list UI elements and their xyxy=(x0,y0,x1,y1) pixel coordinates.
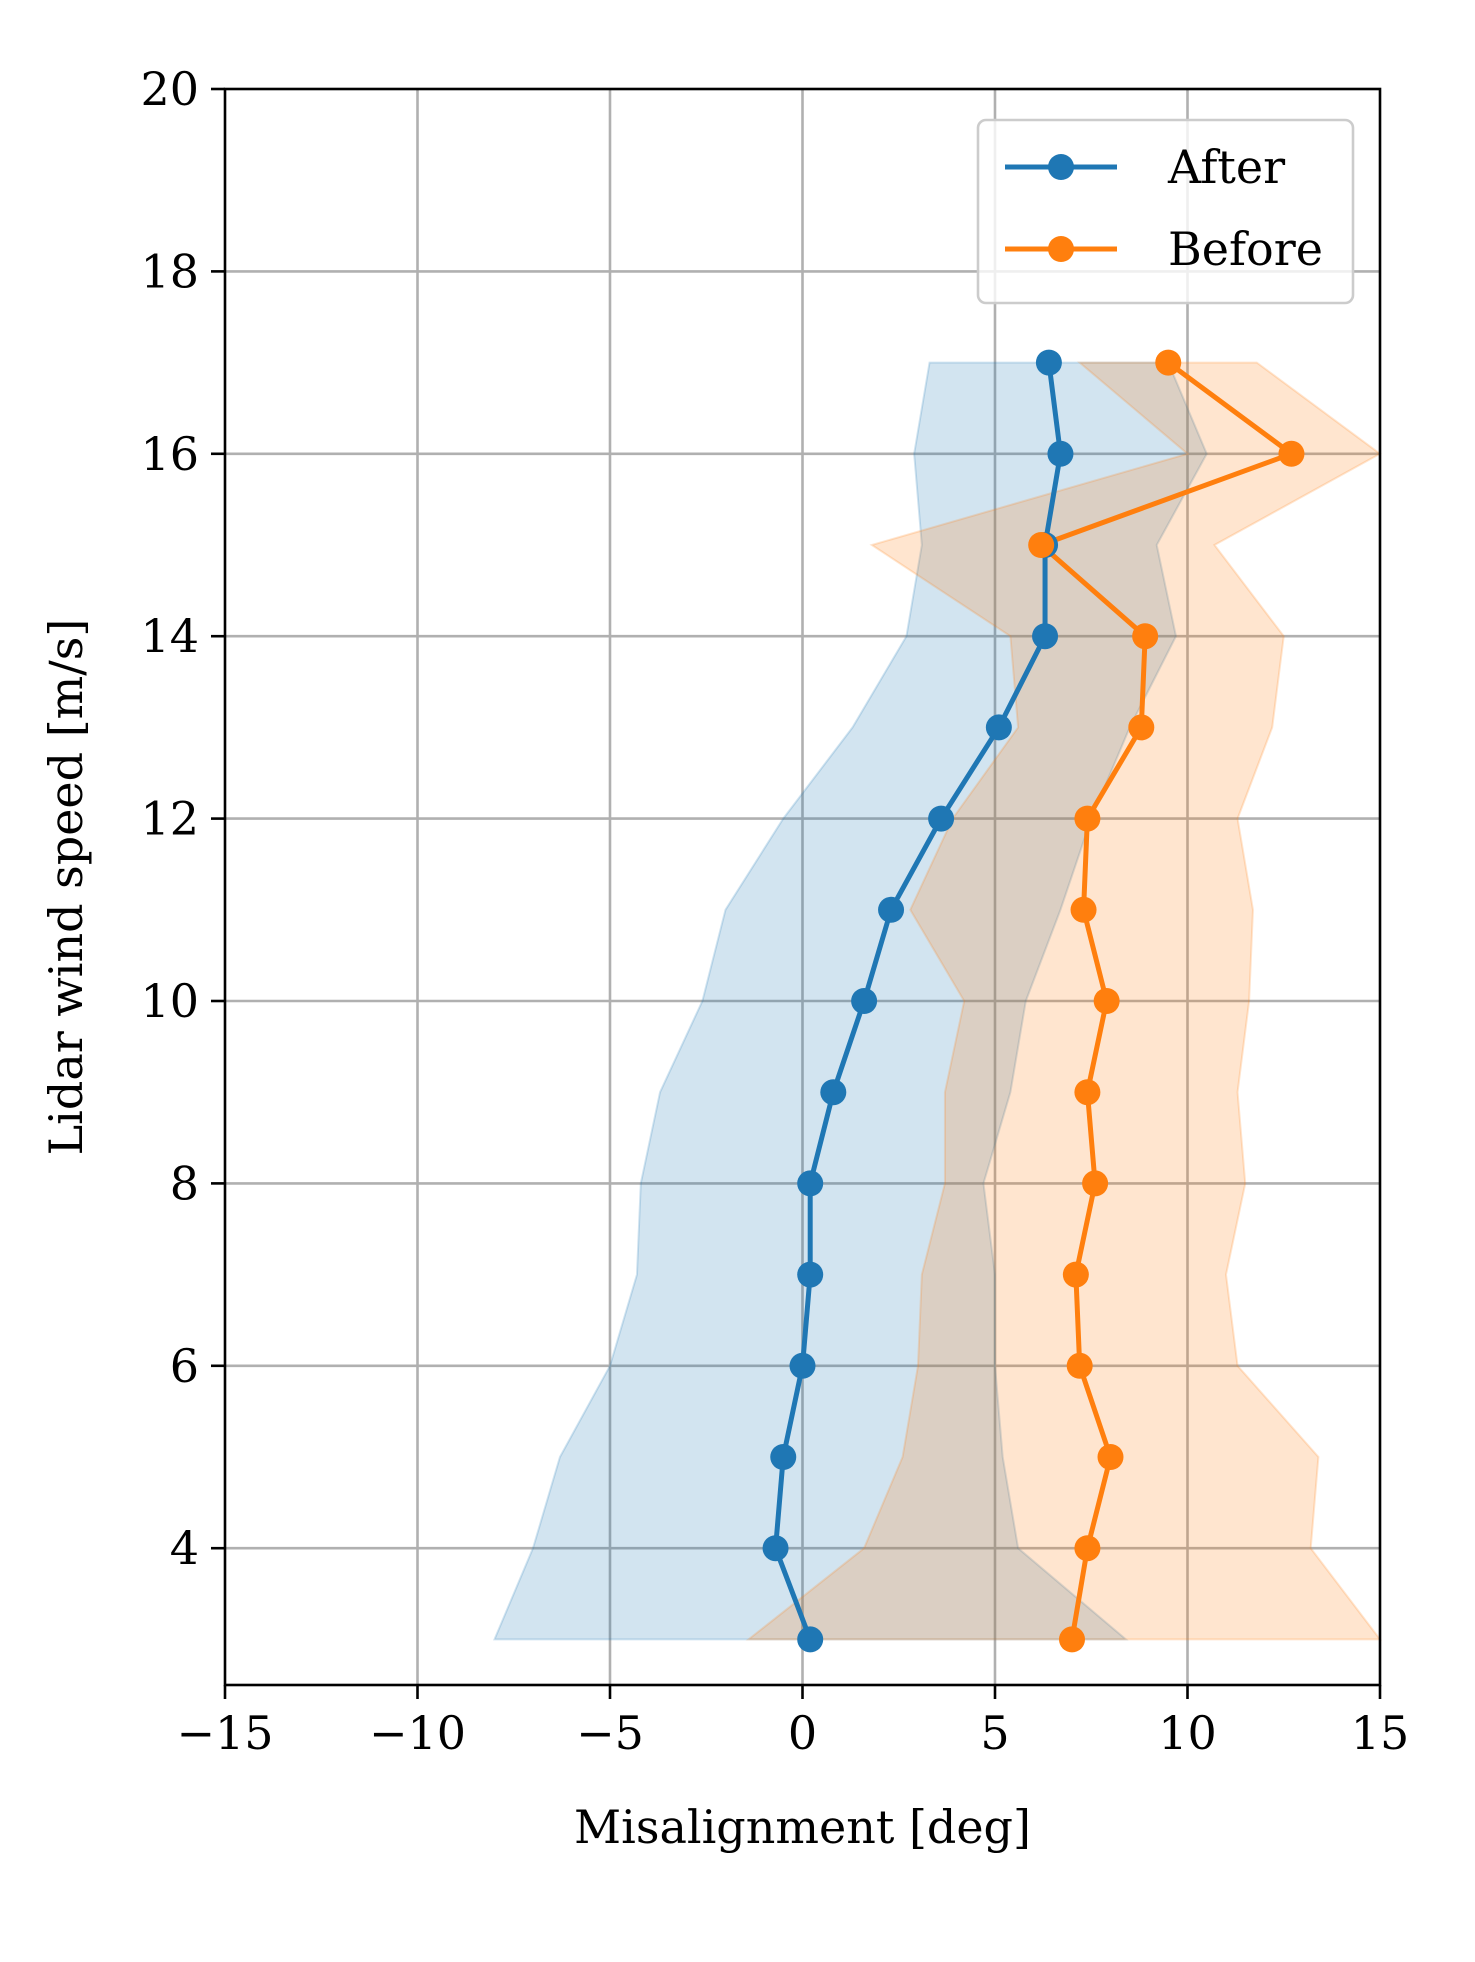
x-tick-label-2: −5 xyxy=(576,1706,644,1760)
y-axis-label: Lidar wind speed [m/s] xyxy=(39,619,93,1156)
y-tick-label-2: 8 xyxy=(170,1156,199,1210)
point-after-7 xyxy=(851,988,878,1014)
y-tick-labels: 4 6 8 10 12 14 16 18 20 xyxy=(140,62,199,1575)
point-after-4 xyxy=(797,1261,824,1288)
y-tick-label-8: 20 xyxy=(140,62,199,116)
point-before-4 xyxy=(1062,1261,1089,1288)
y-tick-label-3: 10 xyxy=(140,974,199,1028)
point-after-1 xyxy=(762,1535,789,1562)
point-after-2 xyxy=(770,1444,797,1470)
band-before xyxy=(745,361,1383,1641)
band-after xyxy=(492,361,1208,1641)
legend: After Before xyxy=(976,118,1355,305)
point-before-5 xyxy=(1082,1170,1109,1197)
point-before-1 xyxy=(1074,1535,1101,1562)
y-tick-label-1: 6 xyxy=(170,1339,199,1393)
point-after-14 xyxy=(1035,349,1062,376)
point-after-8 xyxy=(878,896,905,923)
y-tick-label-0: 4 xyxy=(170,1521,199,1575)
x-tick-label-6: 15 xyxy=(1351,1706,1410,1760)
point-after-9 xyxy=(928,805,955,832)
point-before-3 xyxy=(1066,1352,1093,1379)
x-tick-label-0: −15 xyxy=(176,1706,273,1760)
point-before-7 xyxy=(1093,988,1120,1014)
point-before-11 xyxy=(1132,623,1159,650)
x-tick-label-3: 0 xyxy=(788,1706,817,1760)
confidence-bands xyxy=(492,361,1383,1641)
x-tick-label-5: 10 xyxy=(1158,1706,1217,1760)
point-after-11 xyxy=(1032,623,1059,650)
point-after-6 xyxy=(820,1079,847,1106)
series-markers xyxy=(762,349,1305,1653)
point-before-0 xyxy=(1059,1626,1085,1653)
axis-ticks xyxy=(211,87,1382,1699)
x-tick-label-4: 5 xyxy=(980,1706,1009,1760)
x-tick-label-1: −10 xyxy=(369,1706,466,1760)
point-before-14 xyxy=(1155,349,1182,376)
y-tick-label-5: 14 xyxy=(140,609,199,663)
point-after-0 xyxy=(797,1626,824,1653)
point-after-10 xyxy=(985,714,1012,741)
y-tick-label-4: 12 xyxy=(140,792,199,846)
point-after-13 xyxy=(1047,440,1074,467)
x-tick-labels: −15 −10 −5 0 5 10 15 xyxy=(176,1706,1409,1760)
y-tick-label-7: 18 xyxy=(140,244,199,298)
point-before-6 xyxy=(1074,1079,1101,1106)
y-tick-label-6: 16 xyxy=(140,427,199,481)
legend-marker-after xyxy=(1048,154,1074,180)
legend-label-after: After xyxy=(1167,140,1285,194)
point-before-12 xyxy=(1028,532,1055,558)
legend-label-before: Before xyxy=(1168,222,1323,276)
legend-marker-before xyxy=(1048,236,1074,262)
point-before-8 xyxy=(1070,896,1097,923)
point-after-3 xyxy=(789,1352,816,1379)
point-before-9 xyxy=(1074,805,1101,832)
point-before-2 xyxy=(1097,1444,1124,1470)
point-before-13 xyxy=(1278,440,1305,467)
point-after-5 xyxy=(797,1170,824,1197)
x-axis-label: Misalignment [deg] xyxy=(574,1800,1031,1854)
point-before-10 xyxy=(1128,714,1155,741)
